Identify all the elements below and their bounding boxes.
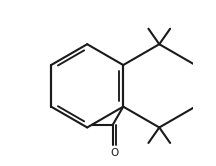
Text: O: O: [110, 148, 119, 158]
